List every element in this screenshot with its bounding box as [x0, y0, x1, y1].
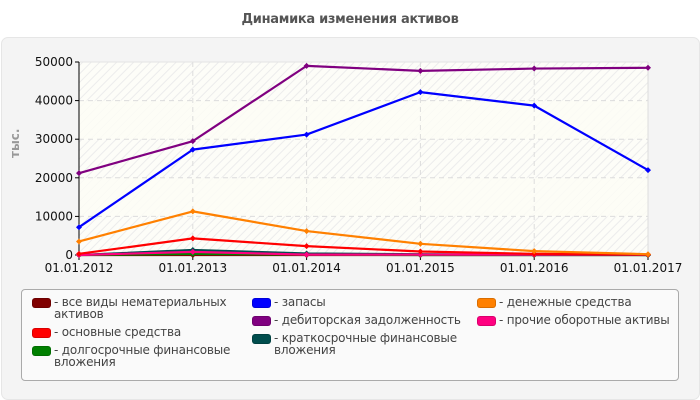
chart-title: Динамика изменения активов — [241, 12, 459, 27]
data-point[interactable] — [417, 248, 424, 255]
data-point[interactable] — [303, 62, 310, 69]
data-point[interactable] — [417, 67, 424, 74]
legend-swatch-icon — [252, 334, 271, 344]
data-point[interactable] — [189, 146, 196, 153]
legend-item[interactable]: - дебиторская задолженность — [252, 314, 477, 326]
series-line — [78, 237, 649, 256]
legend-item[interactable]: - все виды нематериальных активов — [32, 296, 252, 320]
legend-column: - запасы - дебиторская задолженность - кра… — [252, 296, 477, 362]
legend-swatch-icon — [252, 298, 271, 308]
data-point[interactable] — [76, 250, 82, 257]
series-line — [78, 64, 649, 175]
data-point[interactable] — [417, 251, 424, 258]
legend-label: - запасы — [274, 295, 326, 309]
y-tick-label: 40000 — [35, 94, 73, 108]
line-chart: 0 10000 20000 30000 40000 50000 01.01.2012 01.0… — [35, 55, 683, 275]
data-point[interactable] — [531, 248, 538, 255]
plot-background — [79, 62, 648, 255]
legend-label: - все виды нематериальных активов — [54, 295, 227, 321]
chart-legend: - все виды нематериальных активов - основ… — [21, 289, 679, 381]
x-tick-label: 01.01.2015 — [386, 261, 455, 275]
x-tick-label: 01.01.2013 — [158, 261, 227, 275]
data-point[interactable] — [76, 170, 82, 177]
data-point[interactable] — [303, 243, 310, 250]
legend-swatch-icon — [252, 316, 271, 326]
series-line — [78, 91, 649, 229]
data-point[interactable] — [645, 167, 651, 174]
y-tick-label: 10000 — [35, 209, 73, 223]
data-point[interactable] — [645, 251, 651, 258]
x-tick-label: 01.01.2017 — [614, 261, 683, 275]
data-point[interactable] — [531, 102, 538, 109]
series-line — [78, 210, 649, 256]
legend-swatch-icon — [32, 328, 51, 338]
legend-swatch-icon — [32, 298, 51, 308]
y-tick-label: 20000 — [35, 171, 73, 185]
legend-item[interactable]: - прочие оборотные активы — [477, 314, 677, 326]
legend-item[interactable]: - денежные средства — [477, 296, 677, 308]
legend-label: - долгосрочные финансовые вложения — [54, 343, 231, 369]
legend-label: - основные средства — [54, 325, 181, 339]
y-tick-label: 0 — [65, 248, 73, 262]
x-tick-label: 01.01.2012 — [45, 261, 114, 275]
data-point[interactable] — [303, 131, 310, 138]
data-point[interactable] — [531, 65, 538, 72]
legend-item[interactable]: - основные средства — [32, 326, 252, 338]
y-axis-label: тыс. — [8, 128, 22, 158]
data-point[interactable] — [189, 235, 196, 242]
data-point[interactable] — [417, 89, 424, 96]
legend-swatch-icon — [477, 316, 496, 326]
legend-swatch-icon — [477, 298, 496, 308]
data-point[interactable] — [189, 208, 196, 215]
legend-column: - денежные средства - прочие оборотные ак… — [477, 296, 677, 332]
data-point[interactable] — [645, 64, 651, 71]
legend-item[interactable]: - долгосрочные финансовые вложения — [32, 344, 252, 368]
data-point[interactable] — [303, 228, 310, 235]
data-point[interactable] — [76, 224, 82, 231]
data-point[interactable] — [417, 240, 424, 247]
legend-label: - дебиторская задолженность — [274, 313, 461, 327]
y-tick-label: 30000 — [35, 132, 73, 146]
x-tick-label: 01.01.2014 — [272, 261, 341, 275]
legend-swatch-icon — [32, 346, 51, 356]
legend-item[interactable]: - запасы — [252, 296, 477, 308]
data-point[interactable] — [303, 251, 310, 258]
legend-column: - все виды нематериальных активов - основ… — [32, 296, 252, 374]
data-point[interactable] — [189, 248, 196, 255]
data-point[interactable] — [76, 238, 82, 245]
legend-label: - краткосрочные финансовые вложения — [274, 331, 457, 357]
legend-label: - прочие оборотные активы — [499, 313, 670, 327]
data-point[interactable] — [189, 138, 196, 145]
y-tick-label: 50000 — [35, 55, 73, 69]
legend-item[interactable]: - краткосрочные финансовые вложения — [252, 332, 477, 356]
legend-label: - денежные средства — [499, 295, 632, 309]
x-tick-label: 01.01.2016 — [500, 261, 569, 275]
